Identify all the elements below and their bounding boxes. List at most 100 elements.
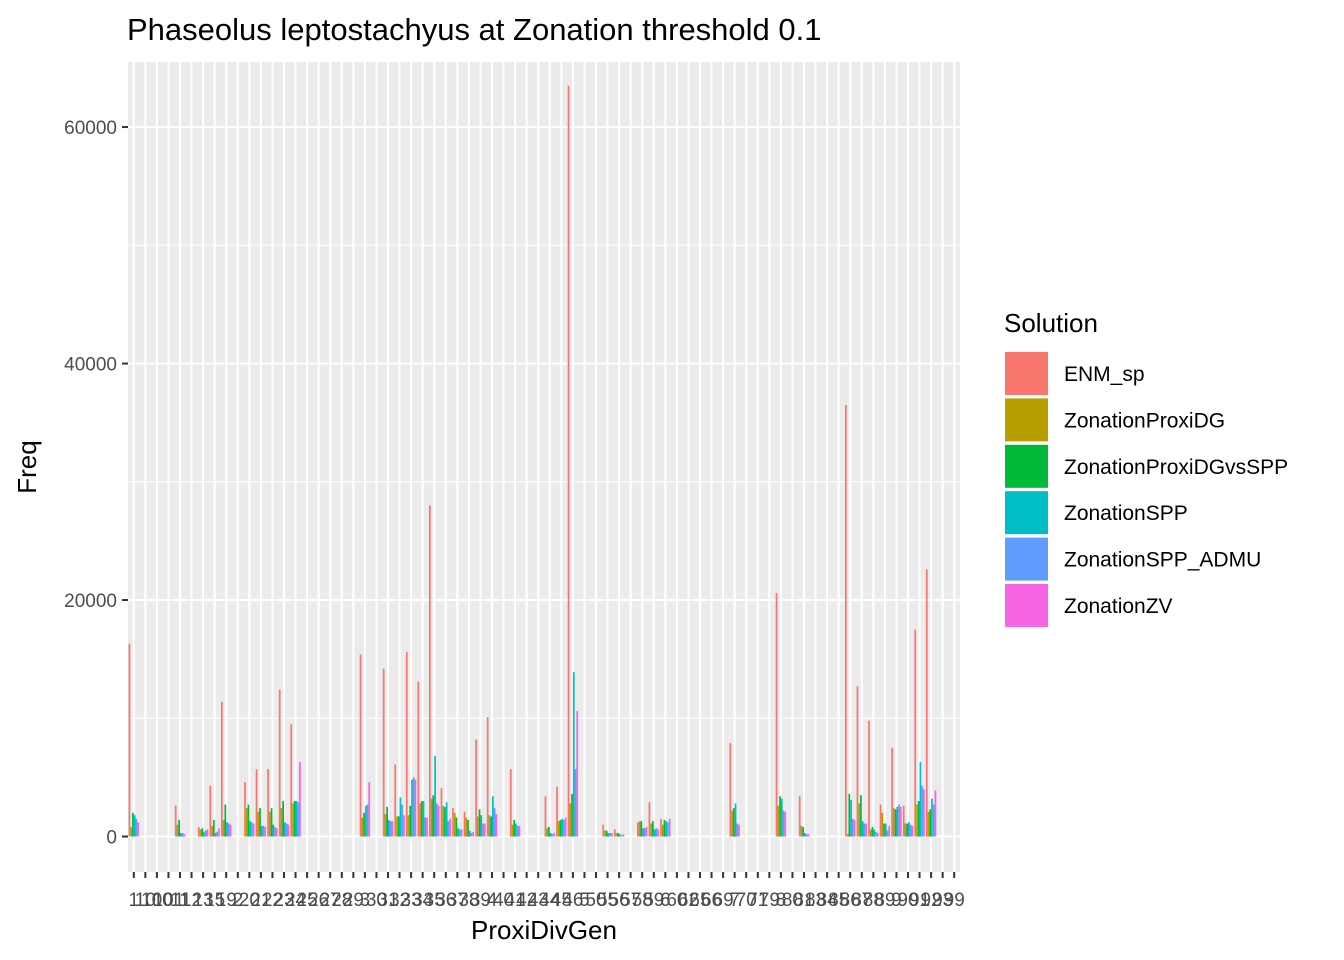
x-tick-label: 20	[239, 890, 260, 911]
bar	[264, 827, 267, 837]
x-tick-label: 31	[377, 890, 398, 911]
x-tick-label: 87	[851, 890, 872, 911]
bar	[604, 830, 606, 837]
bar	[429, 505, 431, 837]
bar	[388, 819, 390, 837]
bar	[652, 821, 654, 837]
x-tick-label: 69	[713, 890, 734, 911]
x-tick-label: 6	[660, 890, 671, 911]
bar	[251, 822, 253, 837]
bar	[645, 827, 648, 837]
bar	[435, 803, 438, 837]
bar	[270, 808, 273, 837]
bar	[449, 818, 451, 837]
bar	[130, 827, 133, 837]
x-tick-label: 92	[921, 890, 942, 911]
bar	[459, 829, 461, 837]
bar	[176, 824, 179, 837]
x-tick-label: 39	[470, 890, 491, 911]
bar	[613, 829, 616, 837]
bar	[898, 804, 900, 837]
bar	[856, 686, 859, 837]
bar	[445, 802, 448, 837]
bar	[779, 796, 781, 837]
bar	[663, 819, 666, 837]
x-tick-label: 19	[216, 890, 237, 911]
x-tick-label: 79	[759, 890, 780, 911]
x-tick-label: 5	[579, 890, 590, 911]
x-tick-label: 85	[828, 890, 849, 911]
bar	[931, 798, 933, 837]
bar	[567, 85, 570, 837]
bar	[637, 822, 639, 837]
bar	[389, 821, 392, 837]
bar	[488, 815, 491, 837]
bar	[222, 819, 225, 837]
bar	[295, 801, 298, 837]
bar	[775, 592, 778, 837]
bar	[457, 828, 460, 837]
legend-items: ENM_sp ZonationProxiDG ZonationProxiDGvsSP…	[1005, 352, 1288, 627]
x-tick-label: 55	[597, 890, 618, 911]
x-tick-label: 24	[285, 890, 307, 911]
bar	[732, 808, 735, 837]
legend-label: ZonationProxiDG	[1064, 409, 1225, 432]
legend-key	[1005, 352, 1048, 395]
x-tick-label: 35	[424, 890, 445, 911]
bar	[209, 785, 212, 837]
bar	[892, 808, 895, 837]
bar	[274, 827, 276, 837]
bar	[620, 835, 623, 837]
bar	[424, 817, 427, 837]
bars-layer	[128, 85, 937, 837]
bar	[850, 799, 852, 837]
bar	[440, 788, 443, 837]
bar	[932, 804, 935, 837]
bar	[493, 808, 496, 837]
legend-label: ZonationProxiDGvsSPP	[1064, 456, 1288, 479]
bar	[919, 762, 922, 837]
bar	[619, 834, 621, 837]
x-tick-label: 100	[141, 890, 173, 911]
bar	[798, 796, 801, 837]
bar	[361, 817, 364, 837]
bar	[417, 681, 420, 837]
bar	[914, 629, 917, 837]
x-tick-label: 90	[897, 890, 918, 911]
bar	[174, 805, 177, 837]
bar	[399, 797, 402, 837]
bar	[660, 818, 662, 837]
bar	[468, 830, 471, 837]
bar	[292, 803, 294, 837]
x-tick-label: 57	[620, 890, 641, 911]
y-axis: 0 20000 40000 60000	[64, 118, 128, 849]
bar	[738, 824, 740, 837]
bar	[929, 809, 932, 837]
bar	[569, 803, 572, 837]
legend-key	[1005, 584, 1048, 627]
x-tick-label: 10	[135, 890, 156, 911]
bar	[260, 825, 263, 837]
bar	[734, 803, 737, 837]
bar	[615, 832, 618, 837]
bar	[667, 822, 669, 837]
bar	[925, 569, 928, 837]
x-tick-label: 93	[932, 890, 953, 911]
x-tick-label: 84	[817, 890, 839, 911]
x-tick-label: 9	[891, 890, 902, 911]
bar	[784, 811, 787, 837]
bar	[444, 806, 446, 837]
bar	[923, 789, 925, 837]
bar	[282, 801, 284, 837]
y-tick-label: 20000	[64, 591, 117, 612]
bar	[419, 803, 421, 837]
legend-label: ZonationSPP	[1064, 502, 1188, 525]
bar	[611, 832, 613, 837]
x-tick-label: 41	[505, 890, 526, 911]
y-axis-title: Freq	[12, 440, 42, 493]
bar	[909, 824, 912, 837]
bar	[553, 832, 555, 837]
bar	[405, 652, 408, 837]
bar	[211, 825, 213, 837]
bar	[609, 832, 612, 837]
